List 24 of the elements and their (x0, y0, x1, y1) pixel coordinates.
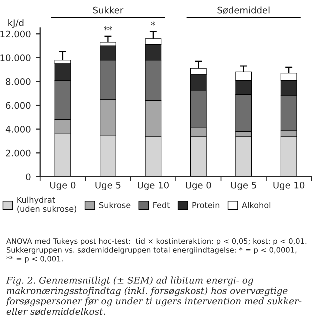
x-tick-label: Uge 0 (186, 182, 212, 191)
legend-label: Sukrose (100, 202, 131, 208)
y-tick-label: 2.000 (6, 150, 31, 157)
legend-label: Protein (192, 202, 220, 208)
legend-label: Alkohol (242, 202, 271, 208)
y-tick-label: 0 (26, 174, 31, 181)
y-tick-label: 4.000 (6, 126, 31, 133)
caption: Fig. 2. Gennemsnitligt (± SEM) ad libitum energi- og makronæringsstofindtag (inkl. forsøgskost) hos overvægtige forsøgspersoner før og under ti ugers intervention med sukker- eller sødemiddelkost. (6, 276, 302, 316)
text: Sukker (93, 6, 124, 14)
x-tick-label: Uge 5 (231, 182, 256, 191)
y-tick-label: 6.000 (6, 102, 31, 110)
x-tick-label: Uge 10 (274, 182, 305, 191)
data-label: ** (104, 26, 112, 31)
y-tick-label: 10.000 (0, 54, 31, 62)
legend-label: Kulhydrat (uden sukrose) (18, 196, 77, 214)
x-tick-label: Uge 0 (50, 182, 76, 191)
data-label: * (151, 22, 156, 26)
y-tick-label: 8.000 (6, 78, 31, 86)
legend-label: Fedt (154, 202, 170, 208)
x-tick-label: Uge 10 (138, 182, 169, 191)
x-tick-label: Uge 5 (96, 182, 121, 191)
y-axis-title: kJ/d (8, 19, 24, 28)
text: Sødemiddel (218, 6, 270, 14)
y-tick-label: 12.000 (0, 30, 31, 38)
